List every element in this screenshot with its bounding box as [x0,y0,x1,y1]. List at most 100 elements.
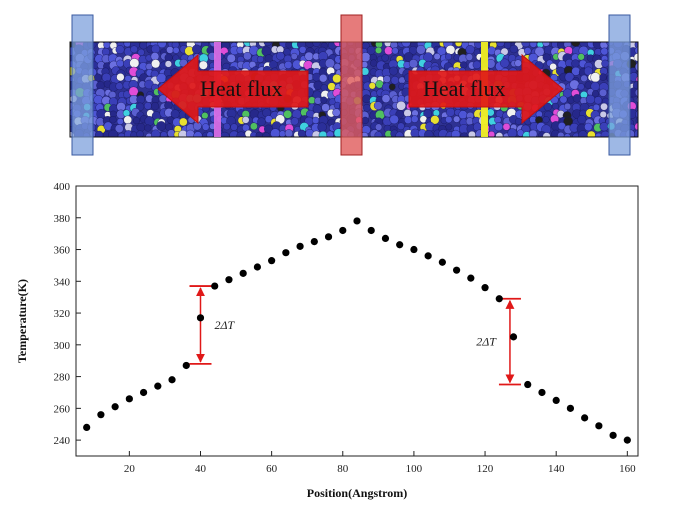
atom [502,122,511,131]
atom [151,44,161,54]
data-point [410,245,418,254]
atom [317,122,327,132]
x-tick-label: 140 [548,463,565,475]
atom [230,123,238,131]
atom [458,110,468,120]
cold-bath-right [608,14,631,156]
data-point [396,241,404,249]
data-point [268,257,276,265]
cold-bath-left [71,14,94,156]
atom [433,53,441,60]
atom [375,46,383,54]
atom [96,81,105,90]
data-point [381,234,390,243]
atom [178,117,188,127]
atom [226,53,236,63]
atom [243,51,252,61]
atom [577,115,587,125]
atom [150,102,160,111]
atom [381,54,389,62]
atom [150,129,161,137]
atom [521,42,531,48]
atom [332,108,341,117]
atom [284,60,293,69]
atom [397,122,405,131]
x-tick-label: 40 [195,463,207,475]
atom [312,42,321,47]
atom [634,46,638,55]
atom [488,130,496,137]
atom [580,74,588,82]
data-point [609,431,617,439]
atom [564,72,575,83]
atom [374,131,383,137]
atom [600,47,609,56]
atom [514,59,522,67]
atom [591,90,600,98]
x-tick-label: 20 [124,463,136,475]
data-point [225,276,233,284]
atom [495,132,504,137]
atom [587,130,596,137]
atom [255,131,263,137]
atom [404,115,413,124]
atom [192,121,202,131]
atom [156,73,167,83]
heat-flux-label-left: Heat flux [200,76,282,101]
atom [634,88,638,97]
annotation-label: 2ΔT [476,335,497,349]
x-tick-label: 100 [406,463,423,475]
annotation-label: 2ΔT [214,318,235,332]
atom [122,109,131,117]
atom [320,96,328,104]
data-point [196,314,205,322]
atom [256,55,264,63]
atom [262,132,271,137]
y-tick-label: 240 [54,435,71,447]
atom [363,104,371,112]
atom [585,94,596,104]
atom [101,72,111,82]
atom [115,82,124,91]
data-point [139,388,148,397]
x-tick-label: 80 [337,463,349,475]
atom [123,42,131,48]
atom [408,59,418,69]
atom [445,53,452,61]
atom [389,114,399,125]
atom [124,75,132,83]
atom [601,59,609,68]
atom [592,103,600,111]
data-point [495,295,503,303]
atom [430,115,440,125]
atom [403,109,412,118]
x-tick-label: 120 [477,463,494,475]
atom [144,116,155,126]
atom [572,94,582,103]
atom [542,42,550,47]
atom [198,60,208,70]
y-tick-label: 340 [54,276,71,288]
atom [172,46,180,54]
x-tick-label: 160 [619,463,636,475]
data-point [424,252,432,260]
atom [500,58,510,68]
data-point [296,242,304,250]
atom [494,116,502,124]
delta-t-annotation: 2ΔT [189,285,236,365]
atom [523,47,532,55]
data-point [566,404,575,412]
atom [304,51,314,61]
x-axis-title: Position(Angstrom) [307,486,407,500]
data-point [125,395,133,403]
simulation-slab: Heat flux Heat flux [69,14,639,156]
data-point [538,388,546,397]
atom [594,96,603,105]
atom [396,100,406,111]
data-point [452,266,461,274]
data-point [154,382,162,390]
data-point [467,274,475,282]
atom [143,101,152,110]
atom [333,62,341,71]
atom [395,131,404,137]
